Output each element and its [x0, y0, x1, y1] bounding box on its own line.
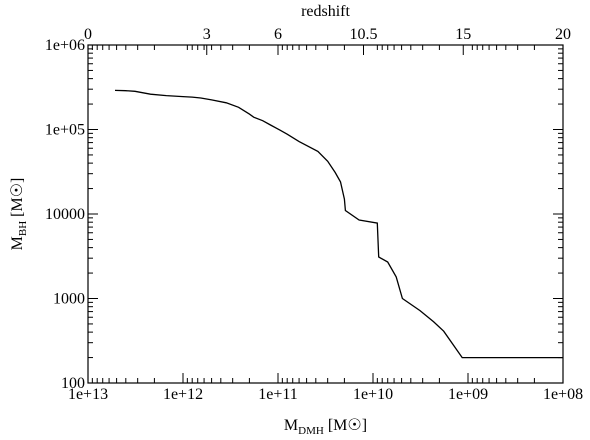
sun-symbol-icon: ☉: [347, 417, 361, 434]
plot-area: 1e+13 1e+12 1e+11 1e+10 1e+09 1e+08 100 1000 100…: [45, 26, 583, 403]
x-tick-label: 1e+10: [353, 386, 393, 403]
top-tick-label: 3: [203, 26, 211, 43]
top-tick-label: 10.5: [350, 26, 378, 43]
x-tick-label: 1e+12: [163, 386, 203, 403]
y-tick-label: 1000: [53, 291, 85, 308]
top-tick-label: 0: [84, 26, 92, 43]
y-axis-title-main: M: [9, 236, 26, 250]
y-tick-label: 1e+05: [45, 122, 85, 139]
x-axis-title-unit: [M: [328, 417, 348, 434]
x-axis-title-sub: DMH: [298, 425, 324, 437]
y-axis-title-close: ]: [9, 178, 26, 183]
x-axis-title-close: ]: [362, 417, 367, 434]
x-axis-title-main: M: [284, 417, 298, 434]
top-axis-title: redshift: [301, 3, 350, 20]
sun-symbol-icon: ☉: [9, 183, 26, 197]
x-axis-title: MDMH [M☉]: [284, 417, 367, 437]
y-tick-label: 100: [61, 375, 85, 392]
x-tick-label: 1e+13: [68, 386, 108, 403]
y-axis-title-unit: [M: [9, 197, 26, 217]
y-axis-title-sub: BH: [17, 221, 29, 236]
plot-frame: [87, 44, 564, 384]
y-tick-label: 10000: [45, 206, 85, 223]
x-tick-label: 1e+11: [258, 386, 298, 403]
ticks: 1e+13 1e+12 1e+11 1e+10 1e+09 1e+08 100 1000 100…: [45, 26, 583, 403]
y-tick-label: 1e+06: [45, 37, 85, 54]
y-axis-title: MBH [M☉]: [9, 178, 29, 251]
series-line: [114, 89, 563, 359]
x-tick-label: 1e+08: [543, 386, 583, 403]
top-tick-label: 15: [455, 26, 471, 43]
x-tick-label: 1e+09: [448, 386, 488, 403]
top-tick-label: 6: [274, 26, 282, 43]
top-tick-label: 20: [555, 26, 571, 43]
